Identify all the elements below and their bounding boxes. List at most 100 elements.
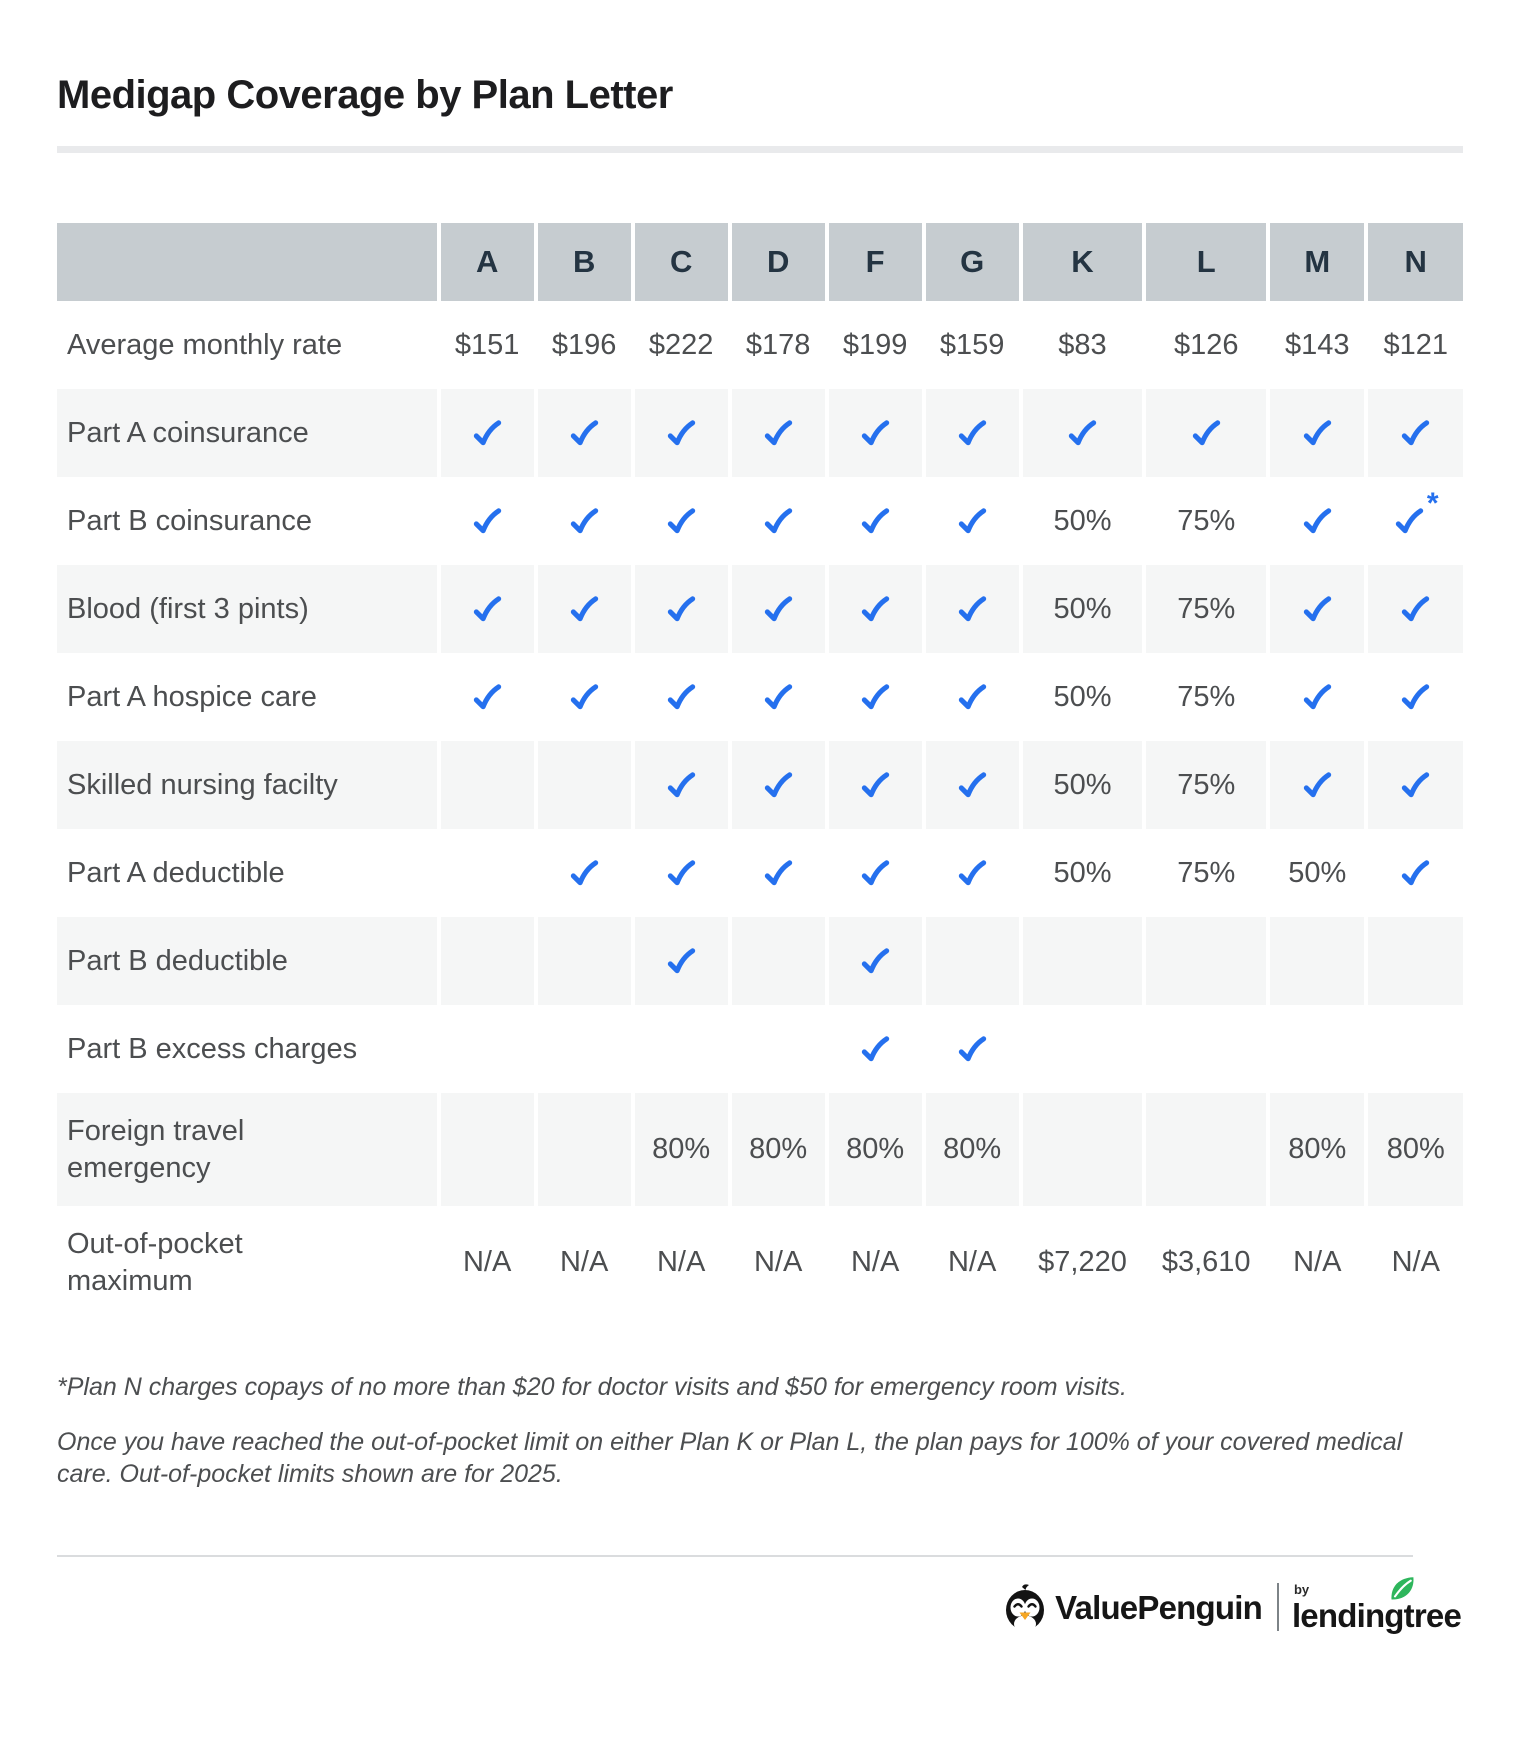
plan-cell [1142, 1093, 1267, 1206]
column-header-c: C [630, 223, 728, 301]
plan-cell: 80% [630, 1093, 728, 1206]
corner-cell [57, 223, 437, 301]
plan-cell [1364, 1005, 1463, 1093]
column-header-f: F [824, 223, 922, 301]
plan-cell: 75% [1142, 653, 1266, 741]
check-icon [861, 948, 889, 974]
plan-cell: 80% [921, 1093, 1019, 1206]
plan-cell: 75% [1142, 829, 1266, 917]
plan-cell [824, 1005, 922, 1093]
plan-cell: * [1364, 477, 1463, 565]
plan-cell [921, 829, 1019, 917]
check-icon [861, 772, 889, 798]
plan-cell [1018, 917, 1143, 1005]
check-icon [958, 684, 986, 710]
check-icon [667, 684, 695, 710]
footer-divider [57, 1554, 1413, 1557]
check-icon [570, 596, 598, 622]
plan-cell: 50% [1018, 741, 1143, 829]
plan-cell [436, 1093, 534, 1206]
table-row: Part A deductible 50% 75% 50% [57, 829, 1463, 917]
plan-cell [1266, 653, 1364, 741]
plan-cell [921, 653, 1019, 741]
plan-cell: $151 [436, 301, 534, 389]
plan-cell [1364, 741, 1463, 829]
check-icon [1303, 684, 1331, 710]
plan-cell [1266, 389, 1365, 477]
check-icon [473, 508, 501, 534]
plan-cell: $196 [533, 301, 631, 389]
lendingtree-block: by lendingtree [1292, 1576, 1462, 1632]
row-label: Part A deductible [67, 856, 285, 889]
check-icon [764, 772, 792, 798]
plan-cell [824, 565, 922, 653]
logo-divider [1276, 1583, 1279, 1631]
table-row: Blood (first 3 pints) 50% 75% [57, 565, 1463, 653]
plan-cell [727, 389, 825, 477]
title-divider [57, 146, 1463, 153]
plan-cell [533, 1093, 631, 1206]
plan-cell: 80% [1266, 1093, 1365, 1206]
check-icon [1402, 684, 1430, 710]
plan-cell: 75% [1142, 477, 1266, 565]
plan-cell: $126 [1142, 301, 1266, 389]
check-icon [1303, 772, 1331, 798]
plan-cell: $7,220 [1018, 1206, 1143, 1319]
footer-logo: ValuePenguin by lendingtree [57, 1576, 1463, 1632]
plan-cell [436, 741, 534, 829]
plan-cell [1266, 741, 1365, 829]
column-header-g: G [921, 223, 1019, 301]
check-icon [1402, 772, 1430, 798]
plan-cell [1364, 565, 1463, 653]
plan-cell [533, 565, 631, 653]
plan-cell: $121 [1364, 301, 1463, 389]
column-header-k: K [1018, 223, 1143, 301]
plan-cell [630, 1005, 728, 1093]
check-icon [570, 860, 598, 886]
plan-cell: 80% [727, 1093, 825, 1206]
lendingtree-wrap: lendingtree [1292, 1576, 1462, 1632]
row-label: Part A coinsurance [57, 389, 437, 477]
plan-cell [436, 1005, 534, 1093]
plan-cell [630, 389, 728, 477]
check-icon [570, 420, 598, 446]
plan-cell [727, 741, 825, 829]
plan-cell: N/A [1364, 1206, 1463, 1319]
plan-cell [1018, 1093, 1143, 1206]
check-icon [764, 596, 792, 622]
row-label: Out-of-pocket maximum [67, 1228, 243, 1297]
plan-cell [921, 1005, 1019, 1093]
penguin-icon [1006, 1584, 1045, 1631]
plan-cell [824, 653, 922, 741]
check-icon [764, 684, 792, 710]
column-header-l: L [1142, 223, 1267, 301]
plan-cell [1266, 1005, 1364, 1093]
check-icon [1402, 596, 1430, 622]
check-icon [473, 684, 501, 710]
row-label: Foreign travel emergency [57, 1093, 437, 1206]
plan-cell [824, 829, 922, 917]
check-icon [570, 684, 598, 710]
check-icon [1402, 420, 1430, 446]
plan-cell [533, 653, 631, 741]
plan-cell [630, 565, 728, 653]
plan-cell: N/A [727, 1206, 825, 1319]
check-icon [1395, 508, 1424, 534]
plan-cell: 75% [1142, 741, 1267, 829]
plan-cell [921, 565, 1019, 653]
plan-cell [436, 565, 534, 653]
plan-cell [1266, 565, 1365, 653]
plan-cell [436, 477, 534, 565]
plan-cell [921, 917, 1019, 1005]
check-icon [1068, 420, 1097, 446]
plan-cell [533, 389, 631, 477]
by-label: by [1293, 1581, 1310, 1597]
plan-cell: $159 [921, 301, 1019, 389]
row-label: Part A hospice care [67, 680, 317, 713]
plan-cell [630, 741, 728, 829]
column-header-n: N [1364, 223, 1463, 301]
plan-cell [533, 477, 631, 565]
plan-cell [630, 653, 728, 741]
